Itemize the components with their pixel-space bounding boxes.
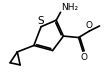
Text: O: O: [86, 21, 93, 30]
Text: S: S: [38, 16, 44, 26]
Text: NH₂: NH₂: [61, 3, 78, 12]
Text: O: O: [80, 53, 87, 62]
